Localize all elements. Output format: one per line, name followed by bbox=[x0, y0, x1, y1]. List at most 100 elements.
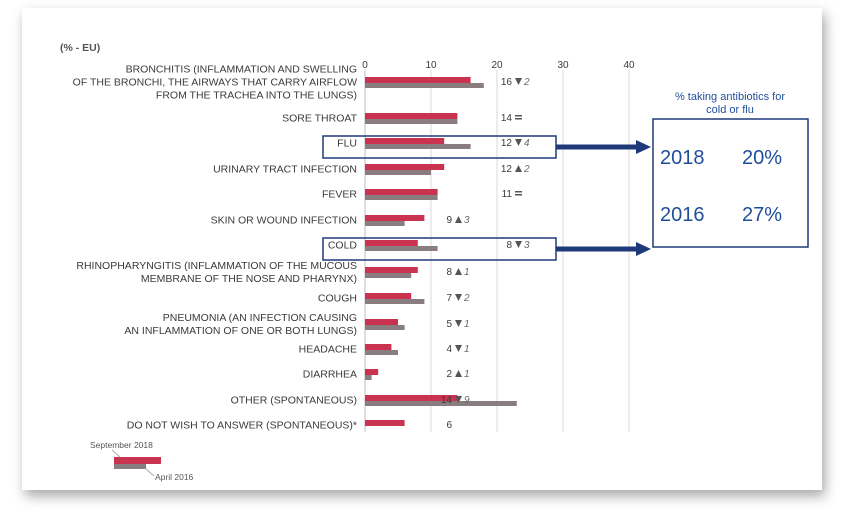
inset-title: cold or flu bbox=[706, 104, 754, 116]
category-label-line: SORE THROAT bbox=[282, 113, 357, 125]
legend-swatch-sep2018 bbox=[114, 457, 161, 464]
tick-label: 0 bbox=[362, 60, 368, 71]
change-label: 1 bbox=[464, 369, 470, 380]
value-label: 7 bbox=[446, 293, 452, 304]
category-label-line: DIARRHEA bbox=[303, 369, 357, 381]
category-label-line: MEMBRANE OF THE NOSE AND PHARYNX) bbox=[141, 273, 357, 285]
change-label: 1 bbox=[464, 319, 470, 330]
category-label: URINARY TRACT INFECTION bbox=[213, 164, 357, 176]
arrow-up-icon bbox=[455, 216, 462, 223]
category-label: COUGH bbox=[318, 293, 357, 305]
change-label: 1 bbox=[464, 344, 470, 355]
bar-sep2018 bbox=[365, 344, 392, 350]
category-label-line: FLU bbox=[337, 138, 357, 150]
bar-sep2018 bbox=[365, 164, 445, 170]
arrow-head-icon bbox=[636, 242, 651, 256]
category-label-line: RHINOPHARYNGITIS (INFLAMMATION OF THE MU… bbox=[76, 260, 357, 272]
bar-sep2018 bbox=[365, 267, 418, 273]
category-label: SORE THROAT bbox=[282, 113, 357, 125]
bars bbox=[365, 77, 517, 426]
arrow-down-icon bbox=[455, 320, 462, 327]
value-label: 8 bbox=[506, 240, 512, 251]
tick-label: 40 bbox=[623, 60, 635, 71]
arrow-up-icon bbox=[515, 165, 522, 172]
bar-sep2018 bbox=[365, 293, 412, 299]
bar-sep2018 bbox=[365, 113, 458, 119]
bar-sep2018 bbox=[365, 240, 418, 246]
category-label-line: COUGH bbox=[318, 293, 357, 305]
arrow-down-icon bbox=[455, 396, 462, 403]
bar-apr2016 bbox=[365, 375, 372, 380]
value-label: 14 bbox=[501, 113, 513, 124]
bar-apr2016 bbox=[365, 221, 405, 226]
category-label: SKIN OR WOUND INFECTION bbox=[211, 215, 357, 227]
highlights bbox=[322, 135, 651, 261]
axis-ticks: 0 10 20 30 40 bbox=[362, 60, 635, 71]
category-label: RHINOPHARYNGITIS (INFLAMMATION OF THE MU… bbox=[76, 260, 357, 285]
arrow-head-icon bbox=[636, 140, 651, 154]
category-label-line: SKIN OR WOUND INFECTION bbox=[211, 215, 357, 227]
value-label: 12 bbox=[501, 138, 513, 149]
category-label: PNEUMONIA (AN INFECTION CAUSING AN INFLAM… bbox=[124, 312, 357, 337]
category-label-line: OTHER (SPONTANEOUS) bbox=[231, 395, 357, 407]
legend-swatch-apr2016 bbox=[114, 464, 146, 469]
bar-apr2016 bbox=[365, 299, 425, 304]
category-label-line: HEADACHE bbox=[299, 344, 357, 356]
category-label-line: FEVER bbox=[322, 189, 357, 201]
arrow-up-icon bbox=[455, 370, 462, 377]
bar-sep2018 bbox=[365, 395, 458, 401]
value-label: 12 bbox=[501, 164, 513, 175]
category-label: COLD bbox=[328, 240, 358, 252]
change-label: 3 bbox=[464, 215, 470, 226]
bar-sep2018 bbox=[365, 369, 379, 375]
change-label: 2 bbox=[463, 293, 470, 304]
category-labels: BRONCHITIS (INFLAMMATION AND SWELLING OF … bbox=[73, 64, 358, 432]
arrow-down-icon bbox=[455, 294, 462, 301]
legend: September 2018 April 2016 bbox=[90, 440, 194, 482]
value-label: 11 bbox=[502, 189, 513, 200]
bar-apr2016 bbox=[365, 195, 438, 200]
bar-sep2018 bbox=[365, 77, 471, 83]
category-label-line: URINARY TRACT INFECTION bbox=[213, 164, 357, 176]
category-label: BRONCHITIS (INFLAMMATION AND SWELLING OF … bbox=[73, 64, 357, 102]
value-label: 6 bbox=[446, 420, 452, 431]
chart-card: (% - EU) 0 10 20 30 40 BRONCHITIS (INFLAMMAT… bbox=[22, 8, 822, 490]
change-label: 1 bbox=[464, 267, 470, 278]
category-label-line: AN INFLAMMATION OF ONE OR BOTH LUNGS) bbox=[124, 325, 357, 337]
tick-label: 30 bbox=[557, 60, 569, 71]
arrow-down-icon bbox=[515, 139, 522, 146]
category-label: DO NOT WISH TO ANSWER (SPONTANEOUS)* bbox=[127, 420, 357, 432]
inset-title: % taking antibiotics for bbox=[675, 91, 785, 103]
bar-apr2016 bbox=[365, 273, 412, 278]
value-label: 14 bbox=[441, 395, 453, 406]
equal-icon bbox=[515, 194, 522, 196]
arrow-right-icon bbox=[556, 246, 638, 252]
category-label-line: BRONCHITIS (INFLAMMATION AND SWELLING bbox=[126, 64, 357, 76]
category-label-line: PNEUMONIA (AN INFECTION CAUSING bbox=[163, 312, 357, 324]
bar-apr2016 bbox=[365, 144, 471, 149]
bar-sep2018 bbox=[365, 420, 405, 426]
legend-leader bbox=[111, 449, 121, 458]
legend-sep2018-label: September 2018 bbox=[90, 440, 153, 450]
value-label: 4 bbox=[446, 344, 452, 355]
bar-sep2018 bbox=[365, 319, 398, 325]
bar-apr2016 bbox=[365, 350, 398, 355]
category-label: FLU bbox=[337, 138, 357, 150]
arrow-down-icon bbox=[455, 345, 462, 352]
change-label: 3 bbox=[524, 240, 530, 251]
inset-frame bbox=[652, 118, 809, 248]
arrow-up-icon bbox=[455, 268, 462, 275]
category-label: FEVER bbox=[322, 189, 357, 201]
bar-apr2016 bbox=[365, 170, 431, 175]
bar-sep2018 bbox=[365, 215, 425, 221]
arrow-down-icon bbox=[515, 241, 522, 248]
value-label: 8 bbox=[446, 267, 452, 278]
value-label: 16 bbox=[501, 77, 513, 88]
inset-value: 27% bbox=[742, 204, 782, 226]
legend-apr2016-label: April 2016 bbox=[155, 472, 194, 482]
value-label: 5 bbox=[446, 319, 452, 330]
bar-apr2016 bbox=[365, 83, 484, 88]
category-label: DIARRHEA bbox=[303, 369, 357, 381]
